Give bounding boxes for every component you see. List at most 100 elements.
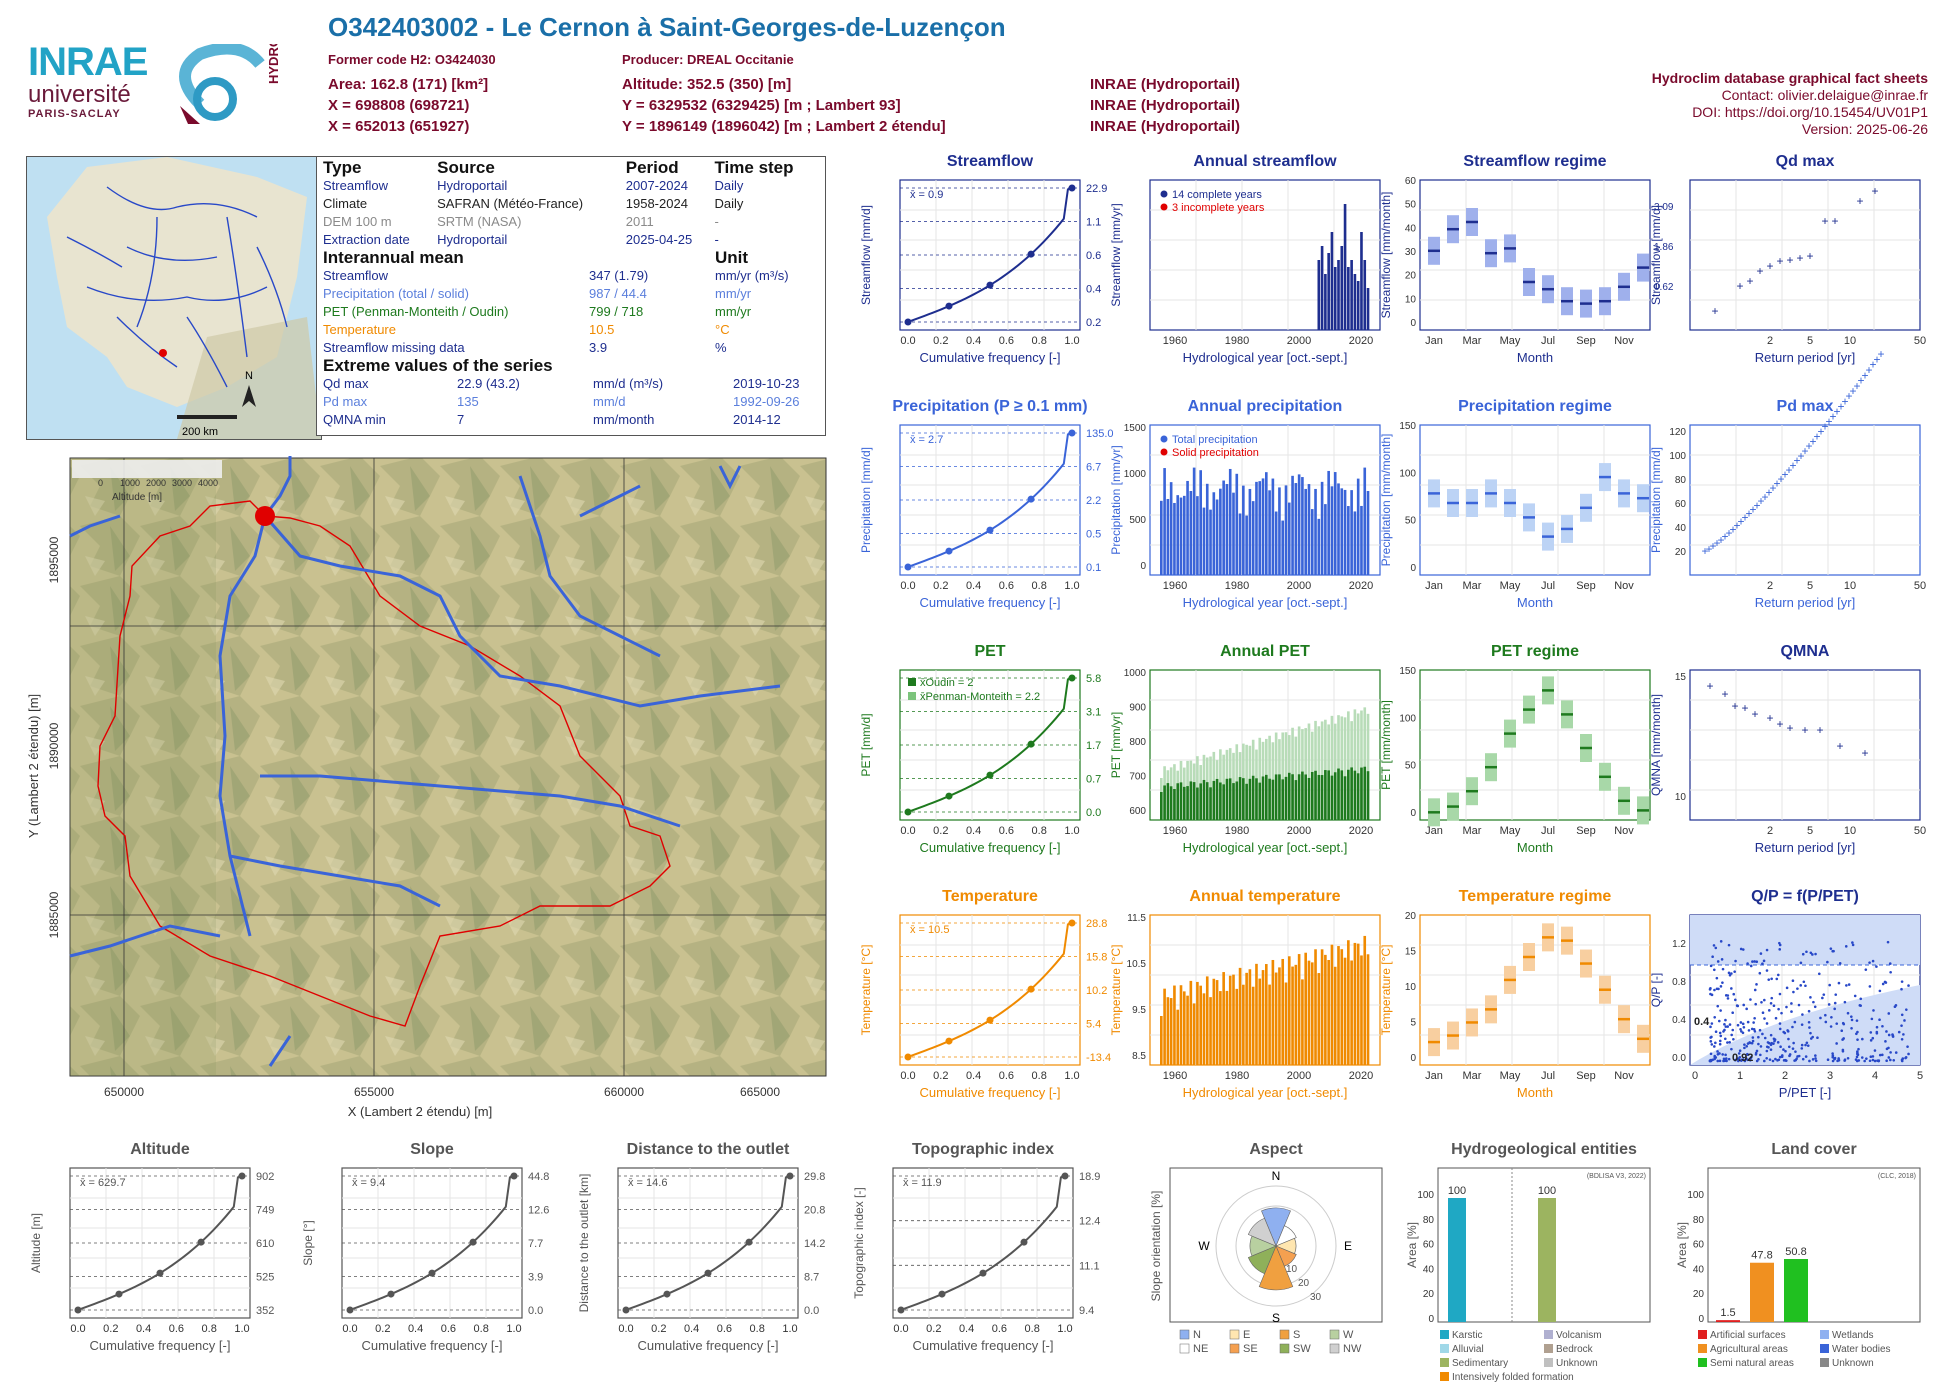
contact: Contact: olivier.delaigue@inrae.fr — [1721, 87, 1928, 103]
qp-point — [1717, 987, 1720, 991]
qp-point — [1765, 1049, 1769, 1053]
right-tick: 0.1 — [1086, 562, 1101, 574]
land-cover-legend-label: Agricultural areas — [1710, 1344, 1788, 1355]
xtick: 0.8 — [1032, 335, 1047, 347]
qd_max-title: Qd max — [1776, 153, 1835, 170]
qp-point — [1829, 947, 1833, 950]
precipitation-quantile-point — [1027, 495, 1035, 503]
qp-point — [1716, 1050, 1719, 1053]
annual_temperature-bar — [1202, 993, 1206, 1065]
pd_max-point: + — [1733, 519, 1740, 533]
xtick: 2020 — [1349, 1070, 1373, 1082]
qp-point — [1881, 1053, 1884, 1057]
rose-ring — [1215, 1185, 1337, 1307]
xtick: 650000 — [104, 1085, 144, 1099]
annual_temperature-bar — [1324, 954, 1327, 1065]
pd_max-point: + — [1753, 498, 1760, 512]
qp-point — [1719, 940, 1723, 943]
annual_pet-bar — [1310, 771, 1314, 820]
qp-point — [1714, 1041, 1717, 1045]
qp-point — [1721, 967, 1725, 971]
xtick: 0.0 — [900, 580, 915, 592]
annual_pet-bar — [1356, 773, 1360, 820]
xtick: 1980 — [1225, 335, 1249, 347]
month-tick: May — [1500, 1070, 1521, 1082]
streamflow-xlabel: Cumulative frequency [-] — [920, 350, 1061, 365]
qp-point — [1837, 981, 1841, 985]
qp-point — [1723, 1028, 1726, 1032]
annual_pet-bar — [1205, 782, 1209, 820]
qp-point — [1907, 984, 1910, 987]
xtick: 3 — [1827, 1070, 1833, 1082]
right-tick: 10.2 — [1086, 985, 1107, 997]
ytick: 20 — [1405, 271, 1417, 282]
right-tick: 135.0 — [1086, 428, 1114, 440]
annual_pet-bar — [1160, 792, 1163, 820]
qp-point — [1719, 1034, 1723, 1038]
db-title: Hydroclim database graphical fact sheets — [1651, 70, 1928, 86]
annual_temperature-bar — [1182, 991, 1186, 1065]
qp-point — [1763, 1036, 1767, 1040]
extreme-unit: mm/month — [593, 412, 655, 427]
hydrogeology-legend-swatch — [1440, 1330, 1449, 1339]
annual_temperature-bar — [1176, 1009, 1180, 1065]
qp-point — [1888, 962, 1892, 965]
month-tick: Jul — [1541, 825, 1555, 837]
qp-point — [1710, 1035, 1713, 1039]
qp-point — [1861, 1037, 1864, 1041]
qp-point — [1753, 960, 1756, 963]
qp-point — [1712, 944, 1716, 947]
annual_precipitation-bar — [1258, 481, 1262, 575]
right-tick: 0.6 — [1086, 250, 1101, 262]
pd_max-point: + — [1781, 468, 1788, 482]
qp-point — [1900, 1024, 1903, 1027]
legend-marker — [1160, 448, 1168, 456]
row-type: Extraction date — [323, 232, 410, 247]
qp-point — [1821, 996, 1824, 1000]
rose-legend-swatch — [1329, 1343, 1340, 1354]
qp-point — [1741, 948, 1745, 951]
right-tick: 610 — [256, 1238, 274, 1250]
land-cover-legend-swatch — [1820, 1358, 1829, 1367]
qp-point — [1841, 1049, 1845, 1053]
rose-legend-label: NW — [1343, 1343, 1362, 1355]
right-tick: 5.4 — [1086, 1019, 1101, 1031]
hydrogeology-panel: Hydrogeological entities (BDLISA V3, 2022… — [1405, 1141, 1651, 1383]
qp-point — [1784, 1049, 1787, 1053]
pd_max-point: + — [1809, 434, 1816, 448]
legend-label: x̄Penman-Monteith = 2.2 — [920, 691, 1040, 703]
xtick: 0.6 — [999, 1070, 1014, 1082]
annual_temperature-bar — [1232, 974, 1235, 1065]
annual_temperature-bar — [1179, 985, 1183, 1065]
land-cover-legend-swatch — [1820, 1344, 1829, 1353]
annual_temperature-panel: Annual temperature Hydrological year [oct… — [1109, 888, 1381, 1100]
annual_precipitation-bar — [1169, 482, 1173, 575]
qp-point — [1719, 1009, 1722, 1012]
qd_max-point: + — [1746, 274, 1753, 288]
temperature-ylabel: Temperature [°C] — [859, 945, 873, 1036]
qp-point — [1716, 1004, 1720, 1008]
pet-quantile-point — [986, 771, 994, 779]
annual_precipitation-panel: Annual precipitation Hydrological year [o… — [1109, 398, 1381, 610]
ytick: 20 — [1675, 547, 1687, 558]
right-tick: 352 — [256, 1305, 274, 1317]
qp-point — [1889, 1058, 1892, 1062]
qp-point — [1792, 1041, 1795, 1045]
slope-quantile-point — [428, 1269, 436, 1277]
xtick: 0.8 — [1025, 1323, 1040, 1335]
month-tick: Jul — [1541, 1070, 1555, 1082]
distance-ylabel: Distance to the outlet [km] — [577, 1174, 591, 1313]
annual_pet-bar — [1169, 786, 1173, 820]
land-cover-bar — [1750, 1262, 1774, 1322]
right-tick: 8.7 — [804, 1272, 819, 1284]
right-tick: 0.5 — [1086, 529, 1101, 541]
annual_temperature-bar — [1307, 960, 1311, 1065]
ytick: 0 — [1410, 563, 1416, 574]
ytick: 8.5 — [1132, 1051, 1146, 1062]
qp-point — [1824, 1020, 1828, 1024]
qp-point — [1831, 1055, 1835, 1059]
land-cover-bar-label: 50.8 — [1785, 1246, 1806, 1258]
xtick: 0.0 — [618, 1323, 633, 1335]
qp-point — [1872, 1009, 1875, 1012]
qp-point — [1765, 948, 1769, 952]
